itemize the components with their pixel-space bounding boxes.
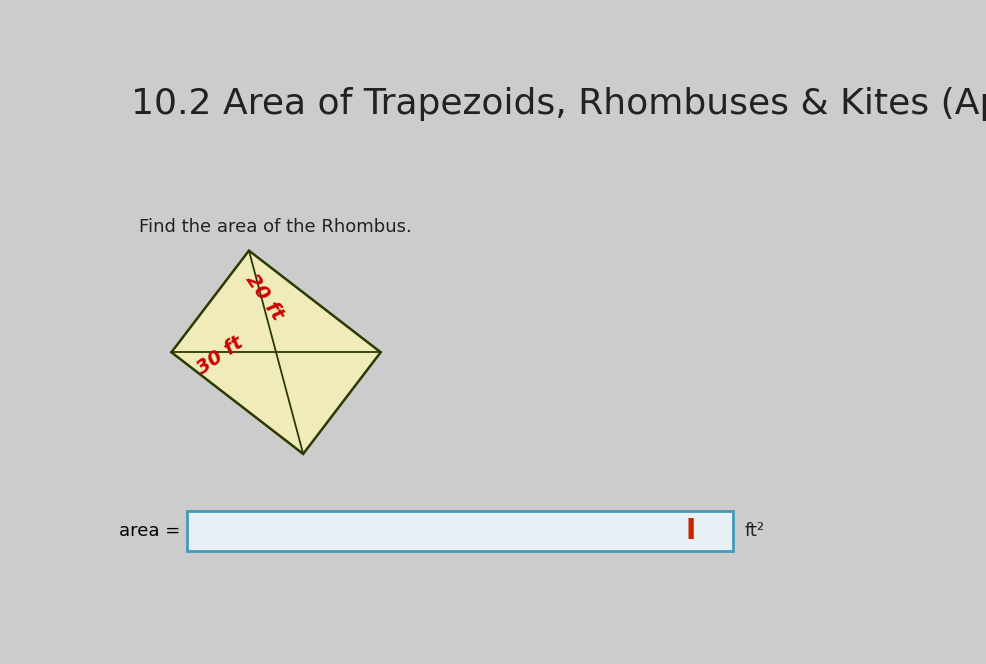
FancyBboxPatch shape (186, 511, 733, 551)
Text: Find the area of the Rhombus.: Find the area of the Rhombus. (139, 218, 411, 236)
Text: 30 ft: 30 ft (193, 333, 246, 378)
Polygon shape (172, 250, 381, 454)
Text: I: I (685, 517, 695, 545)
Text: area =: area = (119, 522, 180, 540)
Text: ft²: ft² (744, 522, 764, 540)
Text: 10.2 Area of Trapezoids, Rhombuses & Kites (Apr: 10.2 Area of Trapezoids, Rhombuses & Kit… (131, 86, 986, 121)
Text: 20 ft: 20 ft (242, 271, 286, 324)
